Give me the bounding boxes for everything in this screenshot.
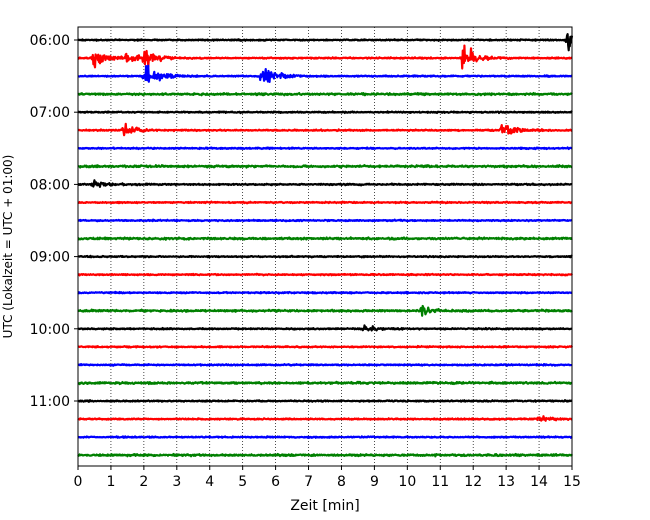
- x-tick-label: 4: [205, 474, 214, 490]
- trace-0715: [77, 122, 573, 137]
- trace-0630: [77, 64, 573, 84]
- x-tick-label: 6: [271, 474, 280, 490]
- y-axis: 06:00 07:00 08:00 09:00 10:00 11:00: [30, 33, 78, 410]
- x-tick-label: 0: [74, 474, 83, 490]
- trace-group: [77, 33, 574, 458]
- trace-1015: [77, 344, 574, 349]
- x-tick-label: 15: [563, 474, 581, 490]
- y-tick-label: 07:00: [30, 105, 70, 121]
- trace-0800: [77, 179, 573, 188]
- trace-0645: [77, 91, 573, 97]
- x-tick-label: 10: [398, 474, 416, 490]
- trace-1000: [77, 324, 573, 332]
- trace-1045: [77, 380, 573, 386]
- trace-0900: [77, 254, 573, 259]
- x-tick-label: 9: [370, 474, 379, 490]
- x-tick-label: 1: [106, 474, 115, 490]
- trace-1130: [77, 435, 573, 439]
- y-tick-label: 08:00: [30, 177, 70, 193]
- plot-frame: [77, 26, 573, 467]
- x-tick-label: 2: [139, 474, 148, 490]
- x-tick-label: 14: [530, 474, 548, 490]
- x-tick-label: 8: [337, 474, 346, 490]
- trace-0945: [77, 304, 573, 317]
- trace-0915: [77, 272, 573, 277]
- x-tick-label: 12: [464, 474, 482, 490]
- x-axis-label: Zeit [min]: [290, 498, 359, 514]
- trace-0700: [77, 110, 573, 115]
- x-tick-label: 13: [497, 474, 515, 490]
- grid-lines: [110, 27, 540, 466]
- trace-1115: [77, 415, 573, 422]
- y-tick-label: 06:00: [30, 33, 70, 49]
- y-axis-label: UTC (Lokalzeit = UTC + 01:00): [1, 155, 15, 339]
- trace-0615: [77, 44, 573, 70]
- x-tick-label: 11: [431, 474, 449, 490]
- trace-0600: [77, 33, 574, 52]
- trace-0730: [77, 146, 573, 151]
- x-tick-label: 7: [304, 474, 313, 490]
- trace-0745: [77, 164, 573, 169]
- trace-1145: [77, 452, 573, 458]
- x-tick-label: 5: [238, 474, 247, 490]
- y-tick-label: 10:00: [30, 322, 70, 338]
- trace-0815: [77, 200, 573, 205]
- trace-0830: [77, 218, 573, 223]
- x-tick-label: 3: [172, 474, 181, 490]
- y-tick-label: 11:00: [30, 394, 70, 410]
- trace-1030: [77, 362, 573, 367]
- trace-0930: [77, 290, 573, 295]
- y-tick-label: 09:00: [30, 250, 70, 266]
- trace-1100: [77, 399, 573, 403]
- trace-0845: [77, 236, 573, 241]
- x-axis: 0 1 2 3 4 5 6 7 8 9 10 11 12 13 14 15: [74, 466, 581, 490]
